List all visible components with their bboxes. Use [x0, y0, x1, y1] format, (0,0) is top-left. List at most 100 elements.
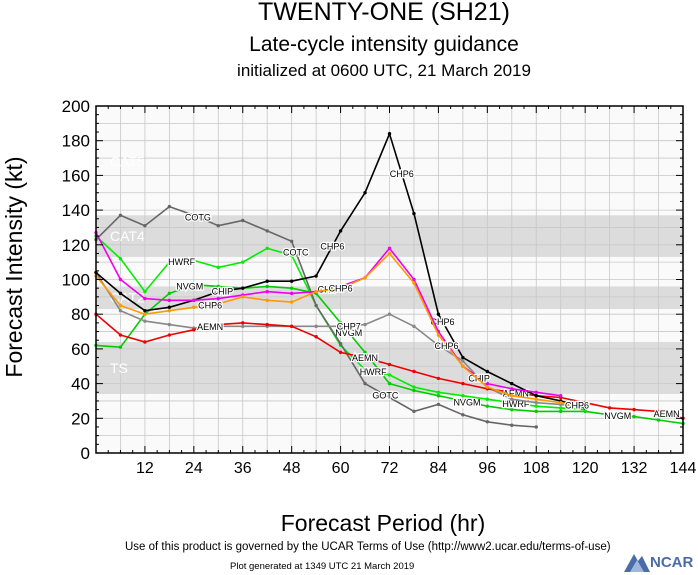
series-label: NVGM	[453, 397, 480, 407]
data-point	[559, 406, 563, 410]
data-point	[534, 409, 538, 414]
data-point	[510, 381, 514, 386]
data-point	[363, 191, 367, 195]
data-point	[510, 407, 514, 412]
data-point	[412, 281, 416, 285]
data-point	[289, 253, 294, 257]
data-point	[192, 283, 196, 287]
data-point	[289, 300, 294, 304]
data-point	[338, 350, 343, 355]
series-label: AEMN	[654, 409, 680, 419]
data-point	[167, 291, 172, 296]
data-point	[534, 390, 538, 394]
data-point	[241, 218, 245, 223]
data-point	[167, 322, 172, 327]
data-point	[338, 286, 343, 290]
data-point	[289, 286, 294, 290]
series-chp7: CHP7	[94, 270, 587, 408]
series-chp5: CHP6 CHP6 CHP6 CHP6	[94, 251, 590, 412]
data-point	[412, 409, 416, 414]
data-point	[289, 239, 294, 244]
series-chp6: CHP6 CHP6 CHP6 CHIP	[94, 131, 587, 410]
data-point	[461, 381, 465, 386]
data-point	[412, 388, 416, 393]
data-point	[363, 276, 367, 280]
data-point	[167, 305, 172, 309]
category-label-ts: TS	[110, 360, 128, 376]
data-point	[143, 309, 147, 313]
data-point	[363, 368, 367, 372]
y-tick-label: 20	[71, 409, 90, 428]
data-point	[461, 359, 465, 363]
data-point	[412, 324, 416, 329]
series-label: CHIP	[212, 287, 234, 297]
data-point	[118, 345, 123, 349]
x-tick-label: 12	[136, 460, 154, 477]
data-point	[436, 394, 441, 398]
x-tick-label: 96	[478, 460, 496, 477]
data-point	[192, 213, 196, 218]
series-label: HWRF	[360, 367, 387, 377]
data-point	[118, 256, 123, 261]
y-tick-label: 80	[71, 305, 90, 324]
data-point	[265, 284, 269, 289]
data-point	[143, 224, 147, 228]
data-point	[363, 381, 367, 386]
data-point	[461, 394, 465, 398]
data-point	[289, 324, 294, 329]
data-point	[167, 298, 172, 303]
data-point	[118, 309, 123, 313]
data-point	[510, 394, 514, 398]
x-tick-label: 144	[670, 460, 697, 477]
data-point	[607, 406, 612, 410]
data-point	[118, 291, 123, 296]
data-point	[510, 400, 514, 405]
x-tick-label: 132	[621, 460, 648, 477]
data-point	[412, 369, 416, 374]
category-label-cat5: CAT5	[110, 154, 145, 170]
data-point	[143, 319, 147, 323]
data-point	[338, 324, 343, 329]
init-time: initialized at 0600 UTC, 21 March 2019	[237, 61, 531, 80]
y-tick-label: 120	[62, 236, 90, 255]
data-point	[461, 364, 465, 368]
y-tick-label: 0	[81, 444, 90, 463]
data-point	[118, 213, 123, 218]
data-point	[265, 279, 269, 283]
chart-title: TWENTY-ONE (SH21)	[258, 0, 510, 26]
data-point	[583, 400, 587, 405]
data-point	[436, 312, 441, 316]
category-label-cat3: CAT3	[110, 264, 145, 280]
axes: 0 20 40 60 80 100 120 140 160 180 200 12 24 36 48 60 72 8…	[62, 97, 697, 477]
category-label-cat4: CAT4	[110, 228, 145, 244]
series-label: COTC	[283, 248, 309, 258]
ncar-logo-icon	[624, 554, 650, 572]
data-point	[461, 355, 465, 360]
data-point	[314, 324, 318, 329]
data-point	[241, 260, 245, 264]
x-tick-label: 36	[234, 460, 252, 477]
data-point	[289, 279, 294, 283]
data-point	[216, 224, 220, 228]
data-point	[607, 413, 612, 417]
data-point	[559, 400, 563, 405]
data-point	[559, 409, 563, 414]
data-point	[216, 296, 220, 301]
data-point	[314, 289, 318, 294]
data-point	[485, 381, 490, 386]
data-point	[534, 394, 538, 398]
y-tick-label: 180	[62, 132, 90, 151]
grid-lines	[96, 106, 683, 453]
data-point	[412, 277, 416, 282]
plot-generated-text: Plot generated at 1349 UTC 21 March 2019	[230, 561, 415, 572]
terms-of-use-text: Use of this product is governed by the U…	[125, 541, 611, 553]
chart-subtitle: Late-cycle intensity guidance	[249, 33, 519, 56]
x-tick-label: 60	[332, 460, 350, 477]
data-point	[387, 362, 392, 367]
data-point	[387, 251, 392, 256]
data-point	[632, 407, 636, 412]
data-point	[289, 291, 294, 296]
series-label: CHP6	[198, 300, 222, 310]
data-point	[510, 387, 514, 391]
data-point	[559, 394, 563, 398]
